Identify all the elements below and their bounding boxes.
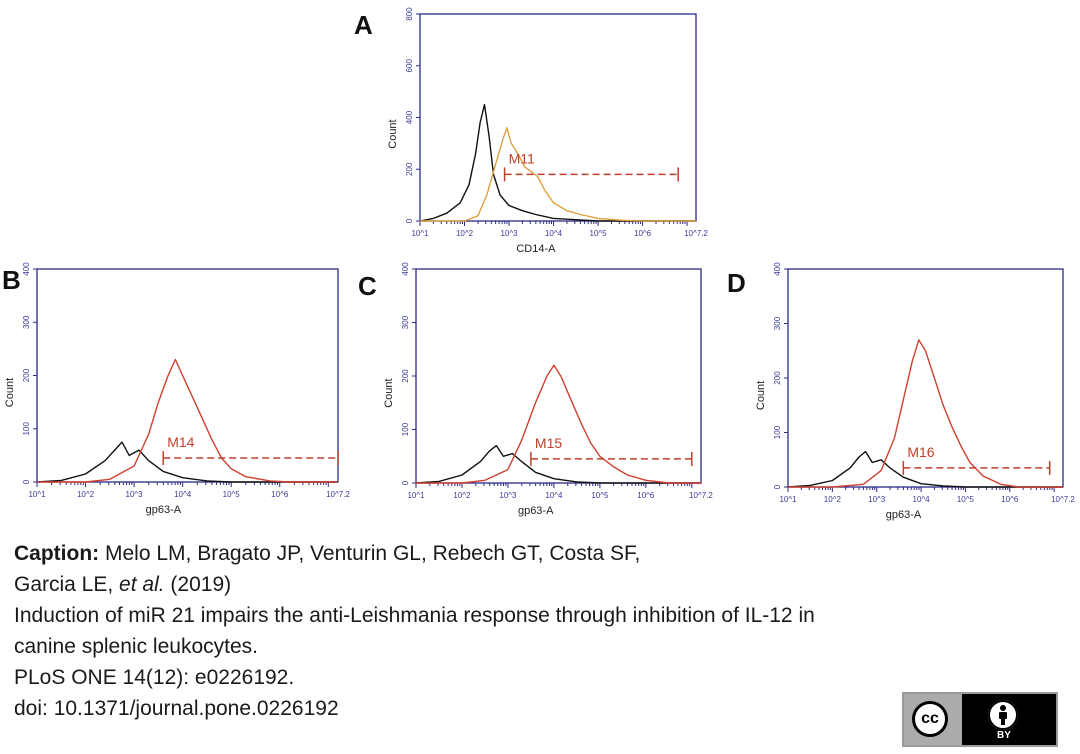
y-tick-label: 400	[22, 262, 31, 276]
x-tick-label: 10^1	[411, 229, 429, 238]
x-tick-label: 10^3	[126, 490, 144, 499]
y-tick-label: 200	[401, 369, 410, 383]
histogram-series-control	[415, 444, 701, 484]
by-label: BY	[997, 730, 1011, 741]
caption-authors-2: Garcia LE,	[14, 573, 120, 596]
x-tick-label: 10^6	[637, 491, 655, 500]
x-axis-title: gp63-A	[886, 509, 922, 521]
y-tick-label: 0	[401, 480, 410, 485]
y-axis-title: Count	[4, 378, 16, 407]
caption-authors-1: Melo LM, Bragato JP, Venturin GL, Rebech…	[105, 542, 641, 565]
histogram-series-control	[419, 103, 696, 222]
x-tick-label: 10^1	[407, 491, 425, 500]
y-tick-label: 400	[401, 262, 410, 276]
x-axis-title: CD14-A	[516, 243, 556, 255]
y-tick-label: 400	[405, 110, 414, 124]
marker-label: M15	[535, 435, 562, 451]
cc-by-license-badge[interactable]: cc BY	[902, 692, 1058, 747]
x-tick-label: 10^7.2	[689, 491, 713, 500]
marker-label: M16	[907, 444, 934, 460]
x-axis-title: gp63-A	[146, 504, 182, 516]
caption-doi[interactable]: doi: 10.1371/journal.pone.0226192	[14, 697, 339, 720]
x-tick-label: 10^3	[500, 229, 518, 238]
panel-letter: C	[358, 271, 377, 301]
y-tick-label: 300	[401, 315, 410, 329]
y-tick-label: 300	[773, 316, 782, 330]
x-axis-title: gp63-A	[518, 505, 554, 517]
y-tick-label: 400	[773, 262, 782, 276]
panel-c: C 0 100 200 300 400 Count 10^1 10^2 10^3 10^4 10^5…	[358, 262, 713, 517]
panel-letter: A	[354, 10, 373, 40]
x-tick-label: 10^6	[271, 490, 289, 499]
panel-letter: D	[727, 268, 746, 298]
x-tick-label: 10^5	[590, 229, 608, 238]
panel-d: D 0 100 200 300 400 Count 10^1 10^2 10^3 10^4 10^5…	[727, 262, 1075, 521]
y-tick-label: 800	[405, 7, 414, 21]
caption-line-1: Caption: Melo LM, Bragato JP, Venturin G…	[14, 538, 1074, 569]
figure-histograms: A 0 200 400 600 800 Count 10^1 10^2 10^3 10^4 10^5…	[2, 7, 1075, 521]
y-tick-label: 100	[773, 425, 782, 439]
x-tick-label: 10^2	[77, 490, 95, 499]
y-axis-title: Count	[387, 119, 399, 148]
y-tick-label: 100	[401, 422, 410, 436]
x-tick-label: 10^7.2	[684, 229, 708, 238]
caption-title: Induction of miR 21 impairs the anti-Lei…	[14, 604, 815, 627]
x-tick-label: 10^5	[591, 491, 609, 500]
histogram-series-stained	[37, 358, 338, 483]
x-tick-label: 10^2	[453, 491, 471, 500]
histogram-series-stained	[416, 364, 701, 484]
caption-journal: PLoS ONE 14(12): e0226192.	[14, 666, 295, 689]
y-tick-label: 600	[405, 59, 414, 73]
caption: Caption: Melo LM, Bragato JP, Venturin G…	[14, 538, 1074, 724]
x-tick-label: 10^5	[223, 490, 241, 499]
panel-a: A 0 200 400 600 800 Count 10^1 10^2 10^3 10^4 10^5…	[354, 7, 708, 255]
x-tick-label: 10^4	[545, 229, 563, 238]
x-tick-label: 10^4	[913, 495, 931, 504]
y-tick-label: 200	[405, 162, 414, 176]
attribution-icon	[988, 700, 1018, 730]
y-tick-label: 200	[22, 368, 31, 382]
x-tick-label: 10^6	[634, 229, 652, 238]
histogram-series-stained	[420, 127, 696, 222]
x-tick-label: 10^7.2	[326, 490, 350, 499]
y-axis-title: Count	[755, 381, 767, 410]
y-tick-label: 300	[22, 315, 31, 329]
panel-letter: B	[2, 265, 21, 295]
caption-line-2: Garcia LE, et al. (2019)	[14, 569, 1074, 600]
x-tick-label: 10^6	[1001, 495, 1019, 504]
x-tick-label: 10^1	[28, 490, 46, 499]
plot-frame	[419, 13, 697, 222]
marker-label: M11	[509, 150, 535, 166]
y-tick-label: 0	[773, 484, 782, 489]
x-tick-label: 10^5	[957, 495, 975, 504]
y-tick-label: 0	[405, 218, 414, 223]
caption-title-cont: canine splenic leukocytes.	[14, 635, 258, 658]
y-axis-title: Count	[383, 378, 395, 407]
caption-et-al: et al.	[119, 573, 165, 596]
y-tick-label: 200	[773, 371, 782, 385]
x-tick-label: 10^3	[499, 491, 517, 500]
plot-frame	[36, 268, 339, 483]
histogram-series-control	[36, 441, 338, 483]
y-tick-label: 100	[22, 422, 31, 436]
marker-label: M14	[167, 434, 194, 450]
histogram-series-stained	[788, 339, 1063, 488]
x-tick-label: 10^2	[456, 229, 474, 238]
x-tick-label: 10^7.2	[1051, 495, 1075, 504]
caption-label: Caption:	[14, 542, 100, 565]
x-tick-label: 10^1	[779, 495, 797, 504]
x-tick-label: 10^4	[545, 491, 563, 500]
x-tick-label: 10^3	[868, 495, 886, 504]
histogram-series-control	[787, 450, 1063, 488]
x-tick-label: 10^4	[174, 490, 192, 499]
y-tick-label: 0	[22, 479, 31, 484]
x-tick-label: 10^2	[824, 495, 842, 504]
cc-icon: cc	[912, 701, 948, 737]
panel-b: B 0 100 200 300 400 Count 10^1 10^2 10^3 10^4 10^5…	[2, 262, 350, 516]
caption-year: (2019)	[164, 573, 232, 596]
